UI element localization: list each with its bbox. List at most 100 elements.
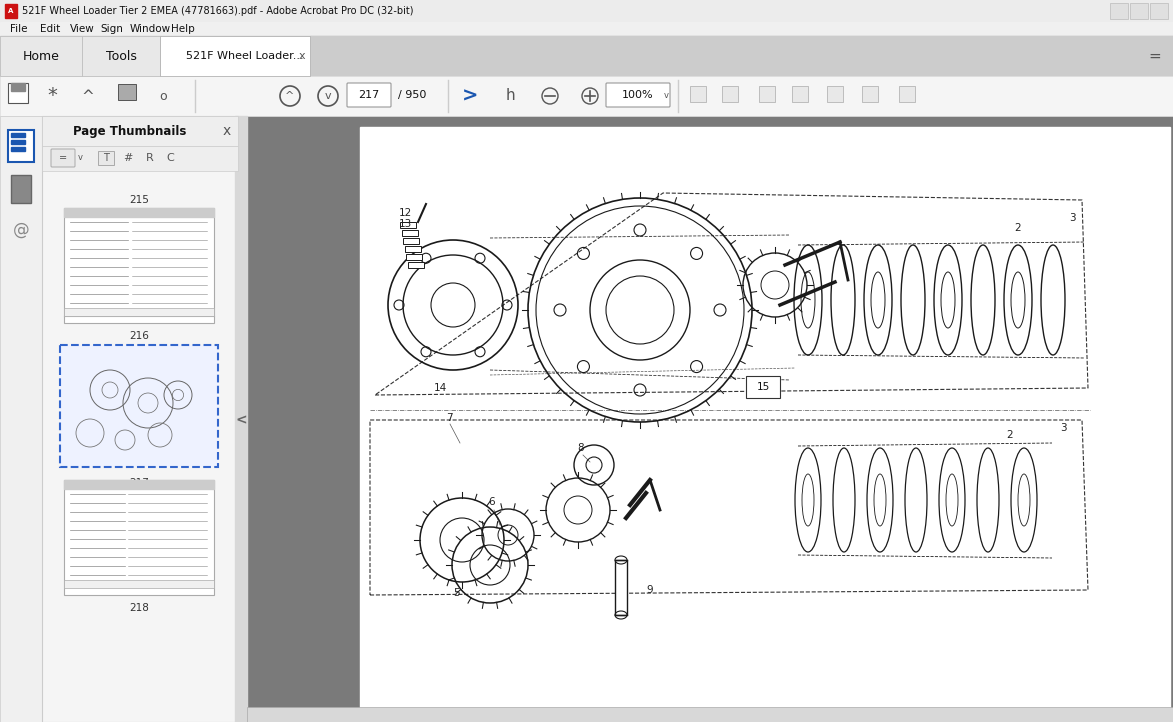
Text: #: # (123, 153, 133, 163)
Text: / 950: / 950 (398, 90, 426, 100)
Bar (405, 246, 420, 252)
Bar (0, 36, 1173, 76)
Text: 12: 12 (399, 208, 412, 218)
Bar (235, 116, 248, 722)
Text: Edit: Edit (40, 24, 60, 34)
Bar (65, 480, 213, 595)
Text: =: = (59, 153, 67, 163)
Bar (0, 0, 1173, 22)
Text: 218: 218 (129, 603, 149, 613)
FancyBboxPatch shape (347, 83, 391, 107)
Bar (8, 83, 28, 103)
Bar (792, 86, 808, 102)
Text: Window: Window (130, 24, 171, 34)
Text: 521F Wheel Loader...: 521F Wheel Loader... (187, 51, 304, 61)
Text: x: x (223, 124, 231, 138)
Bar (827, 86, 843, 102)
Bar (65, 208, 213, 217)
Text: v: v (77, 154, 82, 162)
Bar (400, 222, 416, 228)
Bar (65, 208, 213, 323)
Text: >: > (462, 87, 479, 105)
Bar (82, 36, 160, 76)
FancyBboxPatch shape (606, 83, 670, 107)
Bar (0, 76, 1173, 116)
Bar (99, 151, 114, 165)
Bar (407, 262, 423, 268)
Bar (0, 22, 1173, 36)
Bar (406, 254, 422, 260)
Bar (615, 560, 628, 615)
Text: Home: Home (22, 50, 60, 63)
Text: 217: 217 (359, 90, 380, 100)
Text: 3: 3 (1059, 423, 1066, 433)
FancyBboxPatch shape (50, 149, 75, 167)
Text: ^: ^ (285, 91, 294, 101)
Bar (723, 86, 738, 102)
Text: Help: Help (171, 24, 195, 34)
Bar (11, 140, 25, 144)
Text: File: File (11, 24, 27, 34)
Text: v: v (664, 90, 669, 100)
Text: Sign: Sign (100, 24, 123, 34)
Text: View: View (70, 24, 95, 34)
Bar (60, 345, 218, 467)
Bar (1110, 3, 1128, 19)
Bar (65, 480, 213, 489)
Text: A: A (8, 8, 14, 14)
Text: @: @ (13, 221, 29, 239)
Bar (759, 86, 775, 102)
Text: 9: 9 (646, 585, 653, 595)
Bar (1130, 3, 1148, 19)
Text: T: T (103, 153, 109, 163)
Text: 13: 13 (399, 219, 412, 229)
Bar (899, 86, 915, 102)
Text: 6: 6 (489, 497, 495, 507)
Text: 521F Wheel Loader Tier 2 EMEA (47781663).pdf - Adobe Acrobat Pro DC (32-bit): 521F Wheel Loader Tier 2 EMEA (47781663)… (22, 6, 414, 16)
Text: 216: 216 (129, 331, 149, 341)
Text: o: o (160, 90, 167, 103)
Text: Tools: Tools (106, 50, 136, 63)
Bar (118, 84, 136, 100)
FancyBboxPatch shape (746, 376, 780, 398)
Bar (8, 130, 34, 162)
Text: x: x (299, 51, 305, 61)
Text: 3: 3 (1069, 213, 1076, 223)
Bar (11, 175, 30, 203)
Bar (42, 116, 238, 146)
Bar (248, 116, 1173, 722)
Text: =: = (1148, 48, 1161, 64)
Bar (160, 36, 310, 76)
Bar (1150, 3, 1168, 19)
Bar (5, 4, 16, 18)
Bar (11, 83, 25, 91)
Bar (11, 133, 25, 137)
Text: 100%: 100% (622, 90, 653, 100)
Text: 215: 215 (129, 195, 149, 205)
Text: C: C (167, 153, 174, 163)
Text: 8: 8 (577, 443, 584, 453)
Bar (690, 86, 706, 102)
Text: 7: 7 (446, 413, 453, 423)
Text: 14: 14 (433, 383, 447, 393)
Text: <: < (236, 413, 246, 427)
Bar (65, 580, 213, 588)
Text: 217: 217 (129, 478, 149, 488)
Bar (65, 308, 213, 316)
Text: v: v (325, 91, 331, 101)
Bar (42, 116, 238, 722)
Bar (401, 230, 418, 236)
Text: *: * (47, 87, 57, 105)
Text: Page Thumbnails: Page Thumbnails (73, 124, 187, 137)
Text: ^: ^ (82, 89, 94, 103)
Bar (42, 146, 238, 171)
Text: 15: 15 (757, 382, 769, 392)
Bar (862, 86, 879, 102)
Bar (404, 238, 419, 244)
Text: 2: 2 (1006, 430, 1013, 440)
Bar (11, 147, 25, 151)
Bar (310, 36, 1173, 76)
Bar (0, 36, 82, 76)
Bar (0, 116, 42, 722)
Bar (360, 127, 1169, 717)
